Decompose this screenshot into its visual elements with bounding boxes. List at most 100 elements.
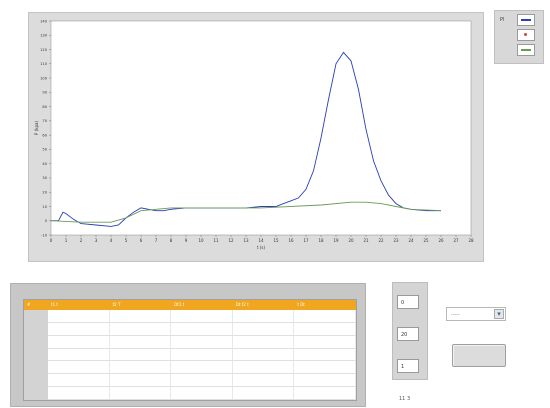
y-tick-label: 100 [40,76,48,80]
y-tick-label: 90 [42,91,47,95]
table-cell[interactable] [171,335,233,348]
chart-panel: 0 1 2 3 4 5 6 7 8 9 10 11 12 13 14 15 16 17 18 19 20 21 22 23 24… [28,12,484,262]
legend-item-red-point[interactable] [517,29,535,41]
table-cell[interactable] [171,386,233,399]
table-header: # t1 t t2 T Dt1 t Dt t2 t t Dt [24,300,356,310]
x-tick-label: 13 [243,238,249,243]
spinner-field-1[interactable]: 0 [397,295,419,309]
x-tick-label: 14 [258,238,264,243]
table-cell[interactable] [171,310,233,322]
table-cell[interactable] [233,361,295,374]
table-cell[interactable] [233,386,295,399]
x-tick-label: 28 [468,238,474,243]
x-tick-label: 5 [125,238,128,243]
table-cell[interactable] [110,386,172,399]
table-cell[interactable] [294,335,356,348]
line-blue-icon [521,19,531,21]
table-cell[interactable] [171,348,233,361]
table-cell[interactable] [294,310,356,322]
x-tick-label: 12 [228,238,234,243]
legend-item-green-line[interactable] [517,44,535,56]
series-line-green [50,201,442,223]
x-tick-label: 26 [438,238,444,243]
y-tick-label: 140 [40,19,48,23]
action-button[interactable] [452,344,506,367]
x-tick-label: 20 [348,238,354,243]
table-cell[interactable] [233,374,295,386]
table-cell[interactable] [171,361,233,374]
column-header[interactable]: t Dt [297,302,305,307]
column-header[interactable]: t2 T [112,302,121,307]
y-tick-label: 80 [42,105,47,109]
x-tick-label: 9 [185,238,188,243]
table-cell[interactable] [294,322,356,335]
table-header-index: # [27,302,31,307]
x-axis-label: t (s) [257,245,265,250]
table-row[interactable] [48,310,356,323]
y-tick-label: 20 [42,191,47,195]
y-tick-label: 30 [42,176,47,180]
y-tick-label: 50 [42,148,47,152]
x-tick-label: 27 [453,238,459,243]
table-cell[interactable] [48,386,110,399]
status-label: 11 3 [399,396,411,402]
y-tick-label: 0 [45,219,48,223]
row-header-column [24,310,48,400]
table-row[interactable] [48,374,356,387]
x-tick-label: 8 [170,238,173,243]
spinner-field-2[interactable]: 20 [397,327,419,341]
x-tick-label: 3 [95,238,98,243]
table-cell[interactable] [233,322,295,335]
y-tick-label: 70 [42,119,47,123]
table-cell[interactable] [110,348,172,361]
table-cell[interactable] [110,310,172,322]
table-row[interactable] [48,348,356,362]
x-tick-label: 24 [408,238,414,243]
x-tick-label: 6 [140,238,143,243]
series-line-blue [51,51,441,227]
table-cell[interactable] [110,335,172,348]
results-table[interactable]: # t1 t t2 T Dt1 t Dt t2 t t Dt [23,299,357,401]
table-row[interactable] [48,335,356,349]
y-tick-label: 110 [40,62,48,66]
table-row[interactable] [48,386,356,400]
table-row[interactable] [48,361,356,375]
table-cell[interactable] [294,348,356,361]
table-cell[interactable] [233,348,295,361]
y-tick-label: 60 [42,133,47,137]
table-cell[interactable] [171,322,233,335]
legend-label: Pl [500,17,505,23]
chevron-down-icon[interactable]: ▾ [494,309,504,319]
x-tick-label: 4 [110,238,113,243]
table-row[interactable] [48,322,356,336]
table-cell[interactable] [233,310,295,322]
column-header[interactable]: t1 t [51,302,58,307]
table-cell[interactable] [294,374,356,386]
spinner-panel: 0 20 1 [392,282,428,380]
table-cell[interactable] [48,374,110,386]
table-cell[interactable] [171,374,233,386]
point-red-icon [524,33,527,36]
x-tick-label: 15 [273,238,279,243]
dropdown-value: ----- [451,312,461,318]
spinner-field-3[interactable]: 1 [397,359,419,373]
table-cell[interactable] [48,310,110,322]
column-header[interactable]: Dt t2 t [235,302,249,307]
x-tick-label: 1 [65,238,68,243]
legend-panel: Pl [494,10,544,64]
table-cell[interactable] [48,361,110,374]
table-cell[interactable] [48,348,110,361]
table-cell[interactable] [48,335,110,348]
legend-item-blue-line[interactable] [517,14,535,26]
table-cell[interactable] [48,322,110,335]
column-header[interactable]: Dt1 t [174,302,185,307]
table-cell[interactable] [294,361,356,374]
table-cell[interactable] [233,335,295,348]
table-cell[interactable] [110,322,172,335]
x-tick-label: 11 [213,238,219,243]
table-cell[interactable] [294,386,356,399]
table-cell[interactable] [110,361,172,374]
mode-dropdown[interactable]: ----- ▾ [446,307,506,321]
x-tick-label: 7 [155,238,158,243]
table-cell[interactable] [110,374,172,386]
